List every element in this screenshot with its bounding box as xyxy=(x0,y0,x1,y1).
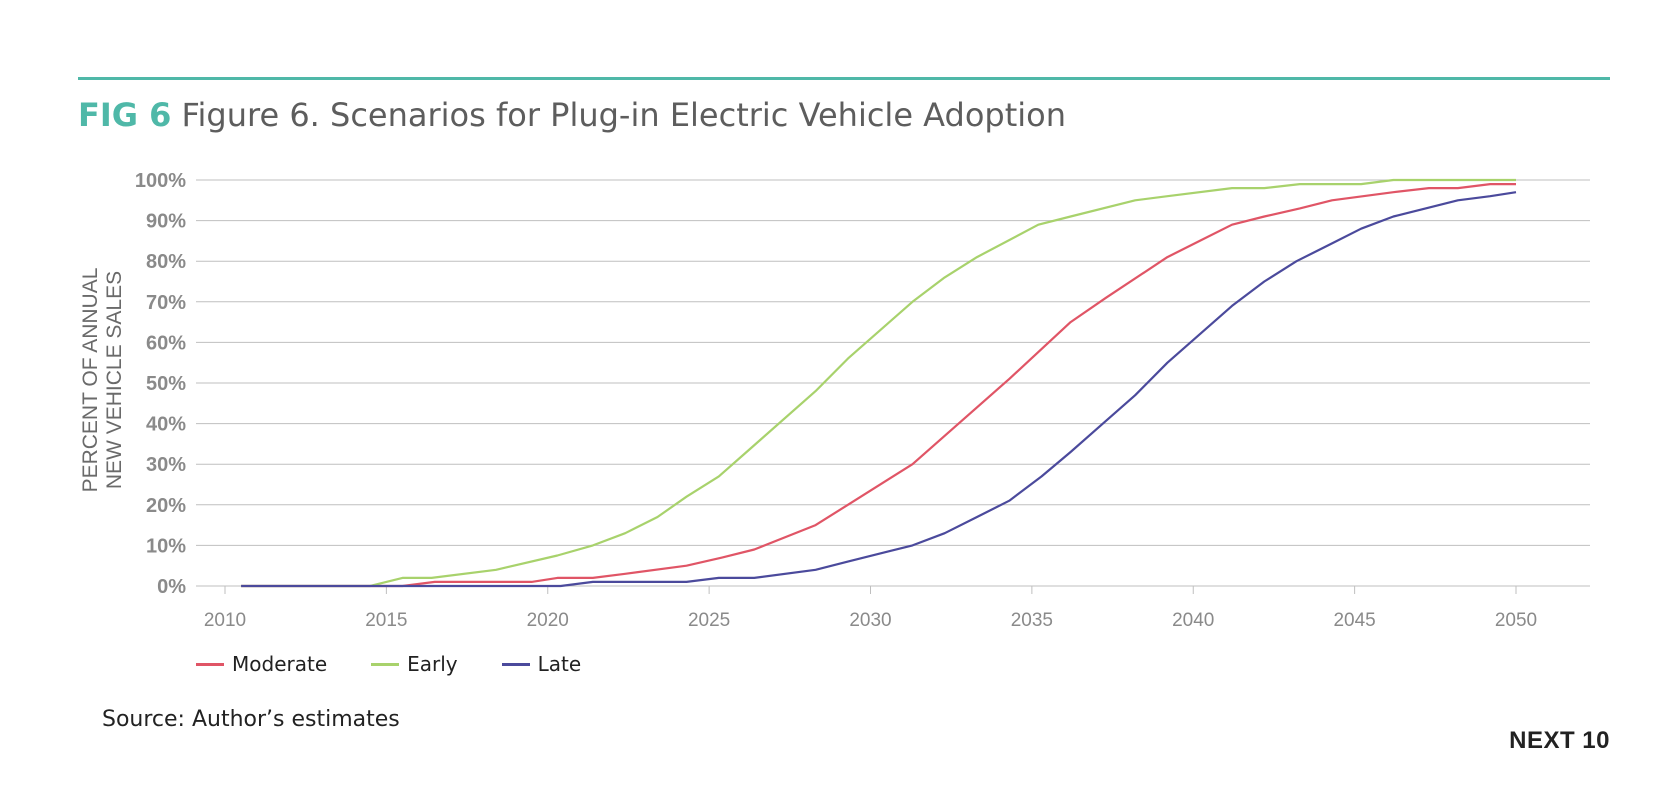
legend-item-early: Early xyxy=(371,652,458,676)
legend-label: Late xyxy=(537,652,582,676)
top-rule xyxy=(78,77,1610,80)
x-tick-label: 2020 xyxy=(527,610,569,631)
legend-swatch xyxy=(196,662,224,666)
x-tick-label: 2045 xyxy=(1333,610,1375,631)
x-tick-label: 2015 xyxy=(365,610,407,631)
figure-title: FIG 6 Figure 6. Scenarios for Plug-in Ele… xyxy=(78,96,1066,134)
series-line-late xyxy=(241,191,1517,588)
legend-swatch xyxy=(501,662,530,666)
x-tick-label: 2050 xyxy=(1495,610,1537,631)
brand-logo: NEXT 10 xyxy=(1509,727,1610,754)
y-tick-label: 20% xyxy=(146,495,186,517)
x-tick-label: 2030 xyxy=(849,610,891,631)
legend-item-late: Late xyxy=(501,652,582,676)
y-tick-label: 100% xyxy=(135,170,186,192)
series-line-moderate xyxy=(241,183,1516,588)
x-tick-label: 2035 xyxy=(1011,610,1053,631)
x-tick-label: 2010 xyxy=(204,610,246,631)
y-tick-label: 40% xyxy=(146,414,186,436)
legend-swatch xyxy=(371,662,400,666)
source-note: Source: Author’s estimates xyxy=(102,707,400,732)
x-tick-label: 2040 xyxy=(1172,610,1214,631)
legend-item-moderate: Moderate xyxy=(196,652,327,676)
legend: Moderate Early Late xyxy=(196,652,625,676)
y-tick-label: 70% xyxy=(146,292,186,314)
legend-label: Early xyxy=(407,652,458,676)
y-tick-label: 80% xyxy=(146,251,186,273)
y-tick-label: 30% xyxy=(146,454,186,476)
series-line-early xyxy=(241,178,1516,588)
figure-tag: FIG 6 xyxy=(78,96,172,134)
y-tick-label: 50% xyxy=(146,373,186,395)
figure-title-text: Figure 6. Scenarios for Plug-in Electric… xyxy=(181,96,1066,134)
y-tick-label: 10% xyxy=(146,535,186,557)
y-tick-label: 90% xyxy=(146,211,186,233)
legend-label: Moderate xyxy=(232,652,328,676)
y-tick-label: 60% xyxy=(146,332,186,354)
y-tick-label: 0% xyxy=(157,576,186,598)
x-tick-label: 2025 xyxy=(688,610,730,631)
